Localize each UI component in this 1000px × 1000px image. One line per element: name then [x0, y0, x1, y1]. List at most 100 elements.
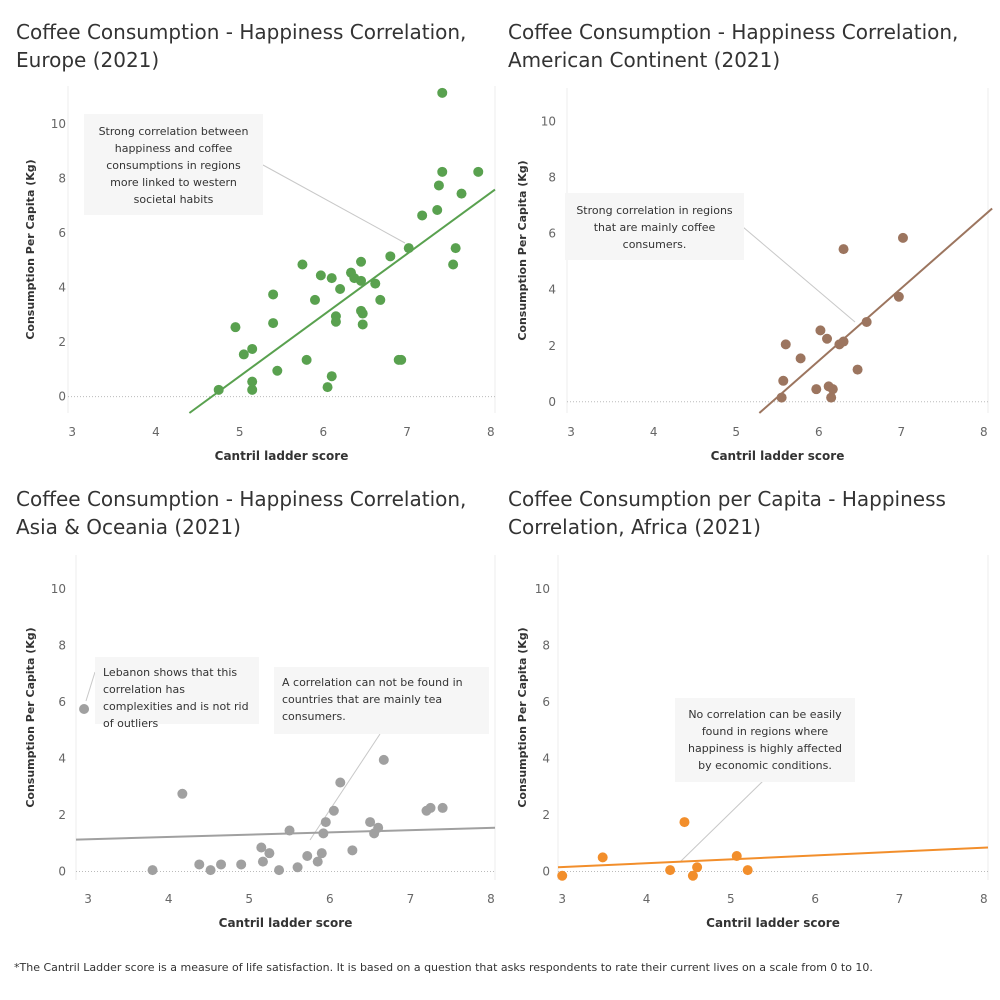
y-tick-label: 2 [58, 808, 66, 822]
x-axis-label: Cantril ladder score [711, 449, 845, 463]
data-point [473, 166, 484, 177]
data-point [322, 382, 333, 393]
data-point [437, 166, 448, 177]
x-tick-label: 4 [650, 425, 658, 439]
data-point [665, 865, 676, 876]
x-tick-label: 5 [732, 425, 740, 439]
data-point [297, 259, 308, 270]
data-point [795, 353, 806, 364]
y-axis-label: Consumption Per Capita (Kg) [516, 160, 529, 340]
data-point [284, 825, 295, 836]
y-tick-label: 8 [58, 172, 66, 186]
data-point [238, 349, 249, 360]
data-point [370, 278, 381, 289]
x-tick-label: 4 [152, 425, 160, 439]
y-tick-label: 10 [541, 115, 556, 129]
x-axis-label: Cantril ladder score [706, 916, 840, 930]
data-point [456, 188, 467, 199]
x-tick-label: 7 [898, 425, 906, 439]
y-tick-label: 0 [58, 865, 66, 879]
trend-line [188, 188, 496, 414]
footnote: *The Cantril Ladder score is a measure o… [14, 961, 873, 974]
x-tick-label: 3 [558, 892, 566, 906]
y-tick-label: 0 [542, 865, 550, 879]
data-point [330, 311, 341, 322]
data-point [822, 333, 833, 344]
data-point [316, 848, 327, 859]
data-point [827, 384, 838, 395]
x-tick-label: 3 [567, 425, 575, 439]
data-point [247, 343, 258, 354]
x-tick-label: 6 [811, 892, 819, 906]
data-point [256, 842, 267, 853]
data-point [264, 848, 275, 859]
data-point [312, 856, 323, 867]
y-tick-label: 0 [548, 395, 556, 409]
data-point [893, 291, 904, 302]
data-point [826, 392, 837, 403]
callout-line [742, 226, 856, 323]
data-point [147, 865, 158, 876]
y-axis-label: Consumption Per Capita (Kg) [516, 627, 529, 807]
data-point [205, 865, 216, 876]
y-axis-label: Consumption Per Capita (Kg) [24, 627, 37, 807]
data-point [272, 365, 283, 376]
y-tick-label: 2 [58, 335, 66, 349]
data-point [780, 339, 791, 350]
scatter-plot-europe: 0 2 4 6 8 10 3 4 5 6 7 8 Cantril ladder score Consump… [24, 86, 496, 463]
data-point [357, 308, 368, 319]
data-point [309, 294, 320, 305]
data-point [247, 384, 258, 395]
data-point [437, 802, 448, 813]
data-point [236, 859, 247, 870]
data-point [335, 777, 346, 788]
y-tick-label: 10 [51, 117, 66, 131]
data-point [357, 319, 368, 330]
data-point [815, 325, 826, 336]
x-tick-label: 5 [245, 892, 253, 906]
x-tick-label: 5 [727, 892, 735, 906]
data-point [692, 862, 703, 873]
data-point [292, 862, 303, 873]
x-tick-label: 7 [407, 892, 415, 906]
data-point [557, 870, 568, 881]
x-axis-label: Cantril ladder score [215, 449, 349, 463]
x-tick-label: 7 [896, 892, 904, 906]
data-point [437, 87, 448, 98]
chart-title: Coffee Consumption - Happiness Correlati… [508, 20, 959, 72]
x-tick-label: 6 [815, 425, 823, 439]
annotation-box: Strong correlation in regions that are m… [565, 193, 744, 260]
annotation-box: Strong correlation between happiness and… [84, 114, 263, 215]
x-tick-label: 8 [980, 892, 988, 906]
data-point [811, 384, 822, 395]
data-point [318, 828, 329, 839]
y-tick-label: 10 [535, 582, 550, 596]
data-point [450, 243, 461, 254]
data-point [268, 318, 279, 329]
data-point [778, 375, 789, 386]
y-tick-label: 4 [58, 751, 66, 765]
y-tick-label: 8 [542, 638, 550, 652]
x-tick-label: 4 [165, 892, 173, 906]
callout-line [262, 164, 406, 244]
chart-title: Coffee Consumption per Capita - Happines… [508, 487, 946, 539]
data-point [433, 180, 444, 191]
data-point [213, 384, 224, 395]
data-point [687, 870, 698, 881]
y-tick-label: 0 [58, 390, 66, 404]
data-point [679, 817, 690, 828]
x-tick-label: 6 [326, 892, 334, 906]
data-point [347, 845, 358, 856]
chart-asia-oceania: Coffee Consumption - Happiness Correlati… [0, 467, 496, 934]
y-tick-label: 2 [548, 339, 556, 353]
y-tick-label: 6 [548, 227, 556, 241]
data-point [838, 336, 849, 347]
data-point [425, 802, 436, 813]
chart-europe: Coffee Consumption - Happiness Correlati… [0, 0, 496, 467]
y-tick-label: 4 [542, 751, 550, 765]
data-point [216, 859, 227, 870]
data-point [731, 850, 742, 861]
data-point [861, 316, 872, 327]
chart-americas: Coffee Consumption - Happiness Correlati… [492, 0, 993, 467]
y-tick-label: 6 [542, 695, 550, 709]
